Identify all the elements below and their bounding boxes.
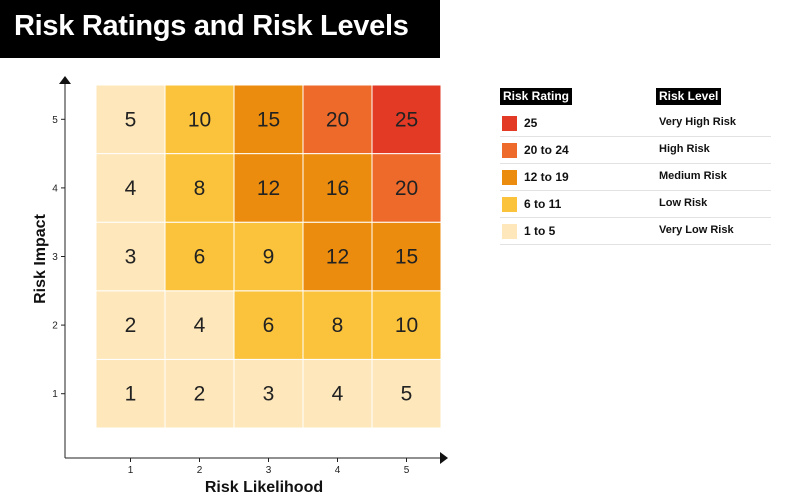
legend-row: 12 to 19 Medium Risk bbox=[500, 164, 771, 191]
heatmap-cell bbox=[95, 221, 166, 292]
cell-value-label: 12 bbox=[257, 177, 280, 200]
heatmap-cell bbox=[164, 221, 235, 292]
cell-value-label: 3 bbox=[263, 383, 275, 406]
cell-value-label: 15 bbox=[395, 246, 418, 269]
x-axis-arrow bbox=[440, 452, 448, 464]
heatmap-cell bbox=[164, 290, 235, 360]
cell-value-label: 10 bbox=[188, 108, 211, 131]
chart-title: Risk Ratings and Risk Levels bbox=[14, 10, 409, 42]
heatmap-cell bbox=[371, 153, 442, 223]
y-tick-label: 3 bbox=[52, 252, 58, 263]
legend-rating: 25 bbox=[524, 116, 538, 130]
cell-value-label: 5 bbox=[125, 108, 137, 131]
cell-value-label: 1 bbox=[125, 383, 137, 406]
legend-level: High Risk bbox=[659, 143, 710, 155]
title-bar: Risk Ratings and Risk Levels bbox=[0, 0, 440, 58]
legend-row: 20 to 24 High Risk bbox=[500, 137, 771, 164]
legend-level: Very High Risk bbox=[659, 116, 737, 128]
y-tick-label: 2 bbox=[52, 321, 58, 332]
cell-value-label: 2 bbox=[194, 383, 206, 406]
legend-rating: 12 to 19 bbox=[524, 170, 569, 184]
legend-row: 1 to 5 Very Low Risk bbox=[500, 218, 771, 245]
legend-level: Very Low Risk bbox=[659, 224, 734, 236]
y-tick-label: 1 bbox=[52, 389, 58, 400]
cell-value-label: 8 bbox=[332, 314, 344, 337]
cell-value-label: 20 bbox=[326, 108, 349, 131]
x-tick-label: 2 bbox=[197, 465, 203, 476]
heatmap-cell bbox=[371, 290, 442, 360]
heatmap-cell bbox=[371, 358, 442, 429]
axes bbox=[59, 76, 448, 464]
legend-level: Medium Risk bbox=[659, 170, 727, 182]
y-axis-arrow bbox=[59, 76, 71, 84]
heatmap-cell bbox=[164, 153, 235, 223]
cell-value-label: 2 bbox=[125, 314, 137, 337]
x-axis-title: Risk Likelihood bbox=[205, 479, 323, 496]
legend-rating-header: Risk Rating bbox=[500, 88, 573, 105]
heatmap-cells: 1 2 3 4 52 4 6 8 103 6 9 12 154 8 12 16 205 10 15 20 25 bbox=[95, 84, 442, 429]
heatmap-cell bbox=[233, 84, 304, 155]
y-tick-label: 4 bbox=[52, 183, 58, 194]
heatmap-cell bbox=[233, 290, 304, 360]
cell-value-label: 8 bbox=[194, 177, 206, 200]
legend-rating: 20 to 24 bbox=[524, 143, 569, 157]
heatmap-cell bbox=[95, 290, 166, 360]
cell-value-label: 10 bbox=[395, 314, 418, 337]
y-tick-label: 5 bbox=[52, 115, 58, 126]
cell-value-label: 15 bbox=[257, 108, 280, 131]
heatmap-cell bbox=[95, 358, 166, 429]
legend-row: 25 Very High Risk bbox=[500, 110, 771, 137]
cell-value-label: 12 bbox=[326, 246, 349, 269]
x-tick-label: 4 bbox=[335, 465, 341, 476]
cell-value-label: 25 bbox=[395, 108, 418, 131]
legend-swatch bbox=[502, 143, 517, 158]
cell-value-label: 20 bbox=[395, 177, 418, 200]
legend-rows: 25 Very High Risk 20 to 24 High Risk 12 … bbox=[500, 110, 771, 245]
cell-value-label: 4 bbox=[194, 314, 206, 337]
heatmap-cell bbox=[302, 290, 373, 360]
cell-value-label: 6 bbox=[194, 246, 206, 269]
x-tick-label: 5 bbox=[404, 465, 410, 476]
legend-row: 6 to 11 Low Risk bbox=[500, 191, 771, 218]
cell-value-label: 5 bbox=[401, 383, 413, 406]
cell-value-label: 4 bbox=[125, 177, 137, 200]
legend-swatch bbox=[502, 116, 517, 131]
cell-value-label: 3 bbox=[125, 246, 137, 269]
heatmap-cell bbox=[371, 221, 442, 292]
heatmap-cell bbox=[302, 84, 373, 155]
heatmap-cell bbox=[371, 84, 442, 155]
cell-value-label: 6 bbox=[263, 314, 275, 337]
cell-value-label: 9 bbox=[263, 246, 275, 269]
legend-swatch bbox=[502, 170, 517, 185]
heatmap-cell bbox=[95, 84, 166, 155]
y-axis-title: Risk Impact bbox=[32, 213, 49, 303]
x-tick-label: 3 bbox=[266, 465, 272, 476]
x-tick-label: 1 bbox=[128, 465, 134, 476]
legend-rating: 6 to 11 bbox=[524, 197, 562, 211]
legend-swatch bbox=[502, 224, 517, 239]
heatmap-cell bbox=[233, 221, 304, 292]
legend-rating: 1 to 5 bbox=[524, 224, 556, 238]
legend-swatch bbox=[502, 197, 517, 212]
legend-level: Low Risk bbox=[659, 197, 708, 209]
legend-level-header: Risk Level bbox=[656, 88, 722, 105]
heatmap-cell bbox=[302, 221, 373, 292]
cell-value-label: 16 bbox=[326, 177, 349, 200]
cell-value-label: 4 bbox=[332, 383, 344, 406]
